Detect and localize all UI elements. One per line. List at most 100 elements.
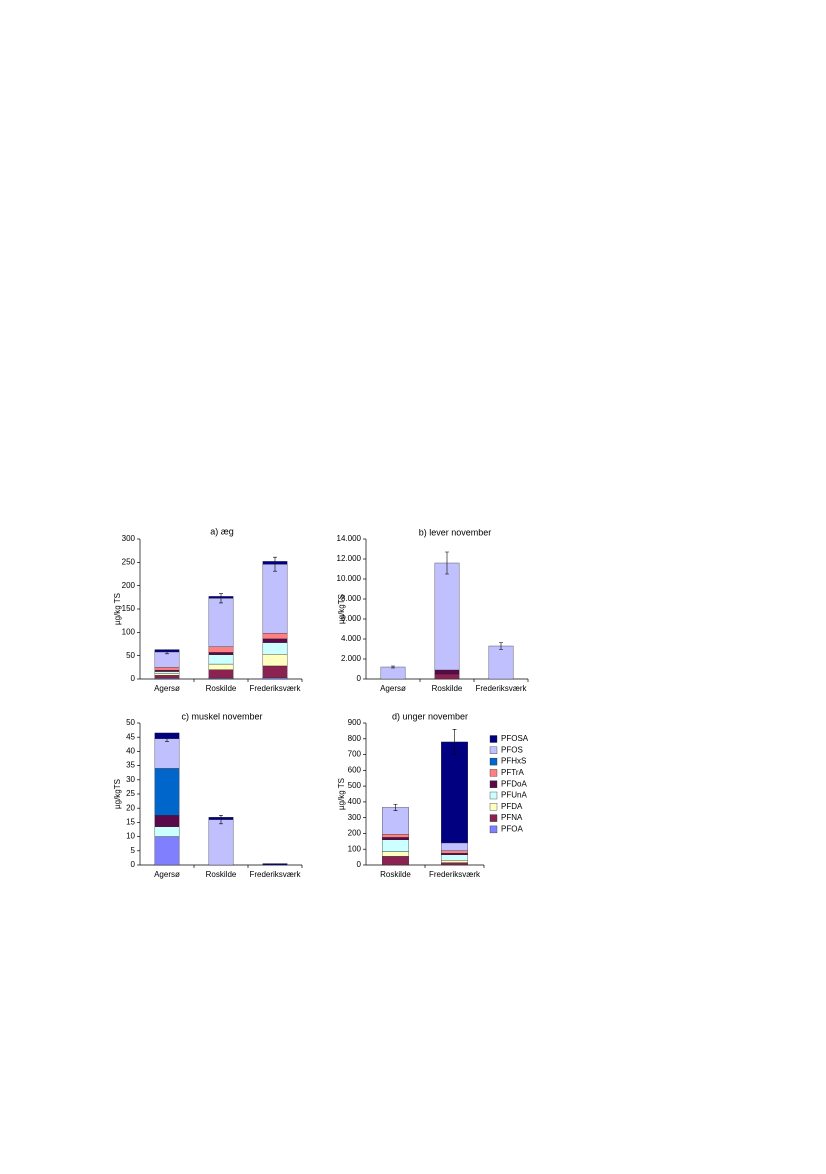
y-tick-label: 35	[126, 761, 135, 770]
y-tick-label: 6.000	[341, 614, 362, 623]
bar-segment	[382, 834, 409, 838]
y-tick-label: 0	[131, 674, 136, 683]
y-tick-label: 600	[348, 765, 362, 774]
y-tick-label: 0	[357, 860, 362, 869]
bar-segment	[154, 768, 180, 816]
bar-segment	[154, 815, 180, 827]
x-tick-label: Agersø	[380, 684, 406, 693]
legend-swatch	[489, 825, 498, 834]
y-tick-label: 14.000	[337, 534, 362, 543]
y-tick-label: 50	[126, 651, 135, 660]
y-tick-label: 12.000	[337, 554, 362, 563]
y-tick-label: 50	[126, 718, 135, 727]
bar-segment	[154, 732, 180, 739]
bar-segment	[262, 638, 288, 643]
y-tick-label: 100	[348, 844, 362, 853]
y-tick-label: 2.000	[341, 654, 362, 663]
y-tick-label: 300	[122, 534, 136, 543]
x-tick-label: Frederiksværk	[429, 870, 481, 879]
y-tick-label: 10	[126, 832, 135, 841]
legend-label: PFDA	[501, 802, 523, 811]
bar-segment	[208, 663, 234, 670]
bar-segment	[441, 852, 468, 855]
bar-segment	[262, 677, 288, 680]
bar-segment	[262, 642, 288, 655]
y-tick-label: 250	[122, 557, 136, 566]
y-tick-label: 10.000	[337, 574, 362, 583]
x-tick-label: Frederiksværk	[475, 684, 527, 693]
y-axis-label: µg/kg TS	[113, 593, 122, 625]
y-axis-label: µg/kgTS	[337, 594, 346, 624]
bar-segment	[441, 850, 468, 854]
legend-label: PFOSA	[501, 734, 529, 743]
legend-swatch	[489, 814, 498, 822]
bar-segment	[441, 842, 468, 851]
x-tick-label: Roskilde	[206, 870, 237, 879]
bar-segment	[382, 837, 409, 840]
chart-title: b) lever november	[419, 527, 492, 537]
bar-segment	[208, 669, 234, 679]
y-tick-label: 5	[131, 846, 136, 855]
bar-segment	[434, 669, 460, 675]
bar-segment	[382, 839, 409, 852]
y-tick-label: 30	[126, 775, 135, 784]
error-bar	[445, 551, 449, 575]
bar-segment	[154, 675, 180, 679]
bar-segment	[488, 645, 514, 680]
bar-segment	[434, 562, 460, 671]
bar-segment	[208, 596, 234, 599]
y-axis-label: µg/kg TS	[337, 778, 346, 810]
error-bar	[452, 729, 457, 755]
y-tick-label: 20	[126, 803, 135, 812]
bar-segment	[262, 863, 288, 866]
bar-segment	[208, 817, 234, 820]
x-tick-label: Frederiksværk	[249, 870, 301, 879]
x-tick-label: Agersø	[154, 870, 180, 879]
y-tick-label: 800	[348, 734, 362, 743]
y-tick-label: 0	[357, 674, 362, 683]
legend-swatch	[489, 780, 498, 788]
bar-segment	[380, 666, 406, 680]
legend-swatch	[489, 735, 498, 743]
bar-segment	[154, 651, 180, 668]
y-tick-label: 25	[126, 789, 135, 798]
legend-label: PFNA	[501, 813, 523, 822]
bar-segment	[441, 860, 468, 863]
x-tick-label: Roskilde	[380, 870, 411, 879]
y-tick-label: 40	[126, 747, 135, 756]
x-tick-label: Agersø	[154, 684, 180, 693]
bar-segment	[154, 673, 180, 676]
bar-segment	[382, 851, 409, 857]
legend-swatch	[489, 769, 498, 777]
y-tick-label: 150	[122, 604, 136, 613]
bar-segment	[262, 564, 288, 634]
y-axis-label: µg/kgTS	[113, 779, 122, 809]
legend-label: PFUnA	[501, 791, 527, 800]
bar-segment	[441, 854, 468, 861]
bar-segment	[154, 826, 180, 837]
bar-segment	[262, 633, 288, 640]
bar-segment	[208, 819, 234, 866]
legend-label: PFOA	[501, 825, 523, 834]
bar-segment	[441, 862, 468, 866]
chart-title: c) muskel november	[181, 711, 262, 721]
bar-segment	[208, 598, 234, 647]
bar-segment	[434, 673, 460, 680]
bar-segment	[382, 807, 409, 835]
legend-swatch	[489, 757, 498, 766]
y-tick-label: 900	[348, 718, 362, 727]
y-tick-label: 0	[131, 860, 136, 869]
bar-segment	[262, 561, 288, 565]
y-tick-label: 15	[126, 818, 135, 827]
bar-segment	[208, 646, 234, 653]
y-tick-label: 100	[122, 627, 136, 636]
x-tick-label: Roskilde	[432, 684, 463, 693]
legend-label: PFDoA	[501, 779, 527, 788]
y-tick-label: 200	[122, 581, 136, 590]
bar-segment	[262, 654, 288, 667]
legend-swatch	[489, 803, 498, 811]
y-tick-label: 400	[348, 797, 362, 806]
bar-segment	[208, 654, 234, 665]
